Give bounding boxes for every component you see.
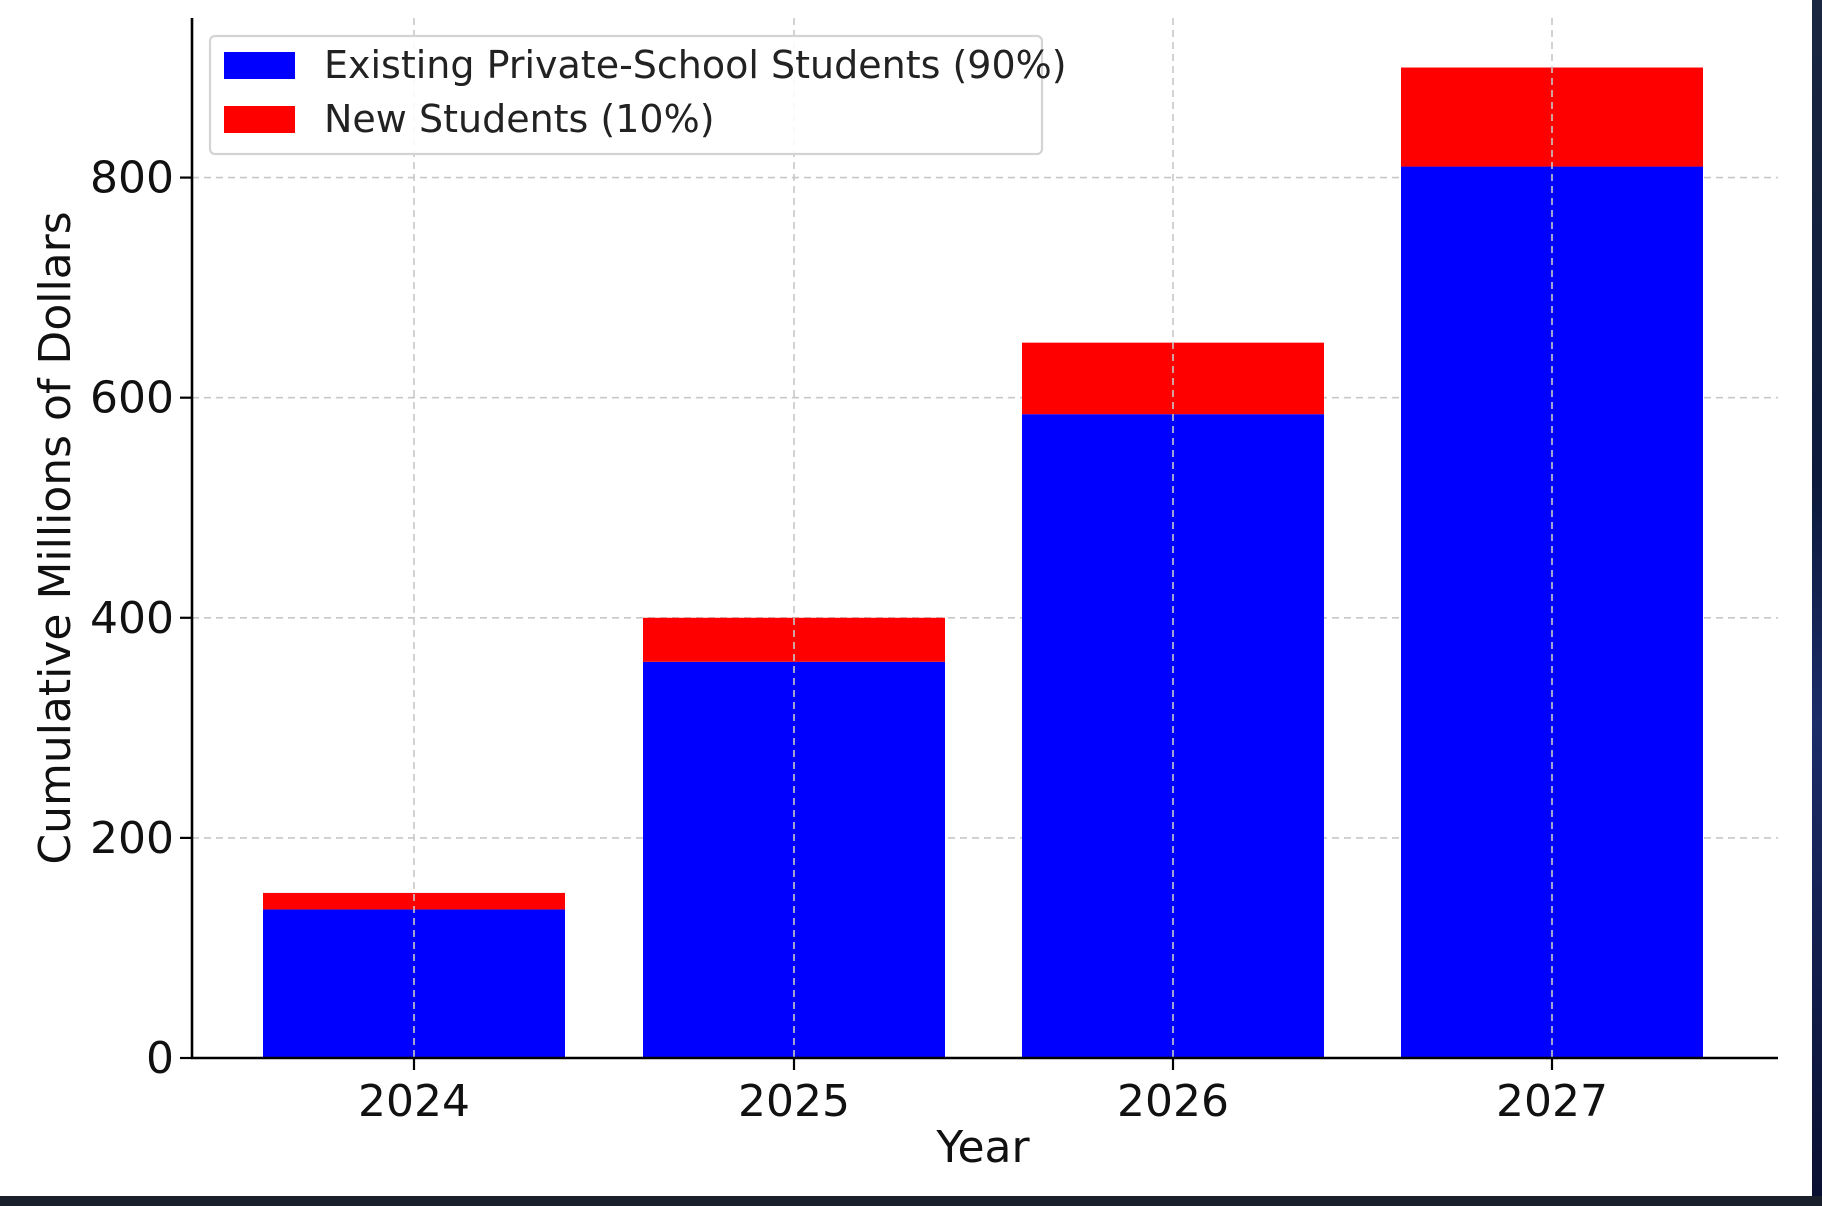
x-tick-label-2025: 2025 — [738, 1076, 850, 1127]
axes-layer: 0 200 400 600 800 2024 2025 2026 2027 — [90, 18, 1778, 1127]
window-edge-right — [1812, 0, 1822, 1206]
legend-swatch-existing — [224, 52, 295, 79]
legend-label-new: New Students (10%) — [324, 97, 715, 141]
x-tick-label-2027: 2027 — [1496, 1076, 1608, 1127]
window-edge-bottom — [0, 1196, 1822, 1206]
labels-layer: Year Cumulative Millions of Dollars — [30, 211, 1030, 1173]
legend: Existing Private-School Students (90%) N… — [208, 34, 1067, 156]
y-tick-label: 400 — [90, 593, 174, 644]
y-tick-label: 200 — [90, 813, 174, 864]
x-tick-label-2026: 2026 — [1117, 1076, 1229, 1127]
y-tick-label: 800 — [90, 153, 174, 204]
bars-layer — [263, 18, 1703, 1059]
x-axis-label: Year — [935, 1122, 1030, 1173]
y-tick-label: 0 — [146, 1033, 174, 1084]
legend-frame — [208, 34, 1044, 156]
bar-new-2024 — [263, 892, 565, 910]
legend-label-existing: Existing Private-School Students (90%) — [324, 43, 1067, 87]
y-tick-label: 600 — [90, 373, 174, 424]
legend-swatch-new — [224, 106, 295, 133]
x-tick-label-2024: 2024 — [358, 1076, 470, 1127]
bar-existing-2026 — [1022, 414, 1324, 1058]
y-axis-label: Cumulative Millions of Dollars — [30, 211, 81, 864]
